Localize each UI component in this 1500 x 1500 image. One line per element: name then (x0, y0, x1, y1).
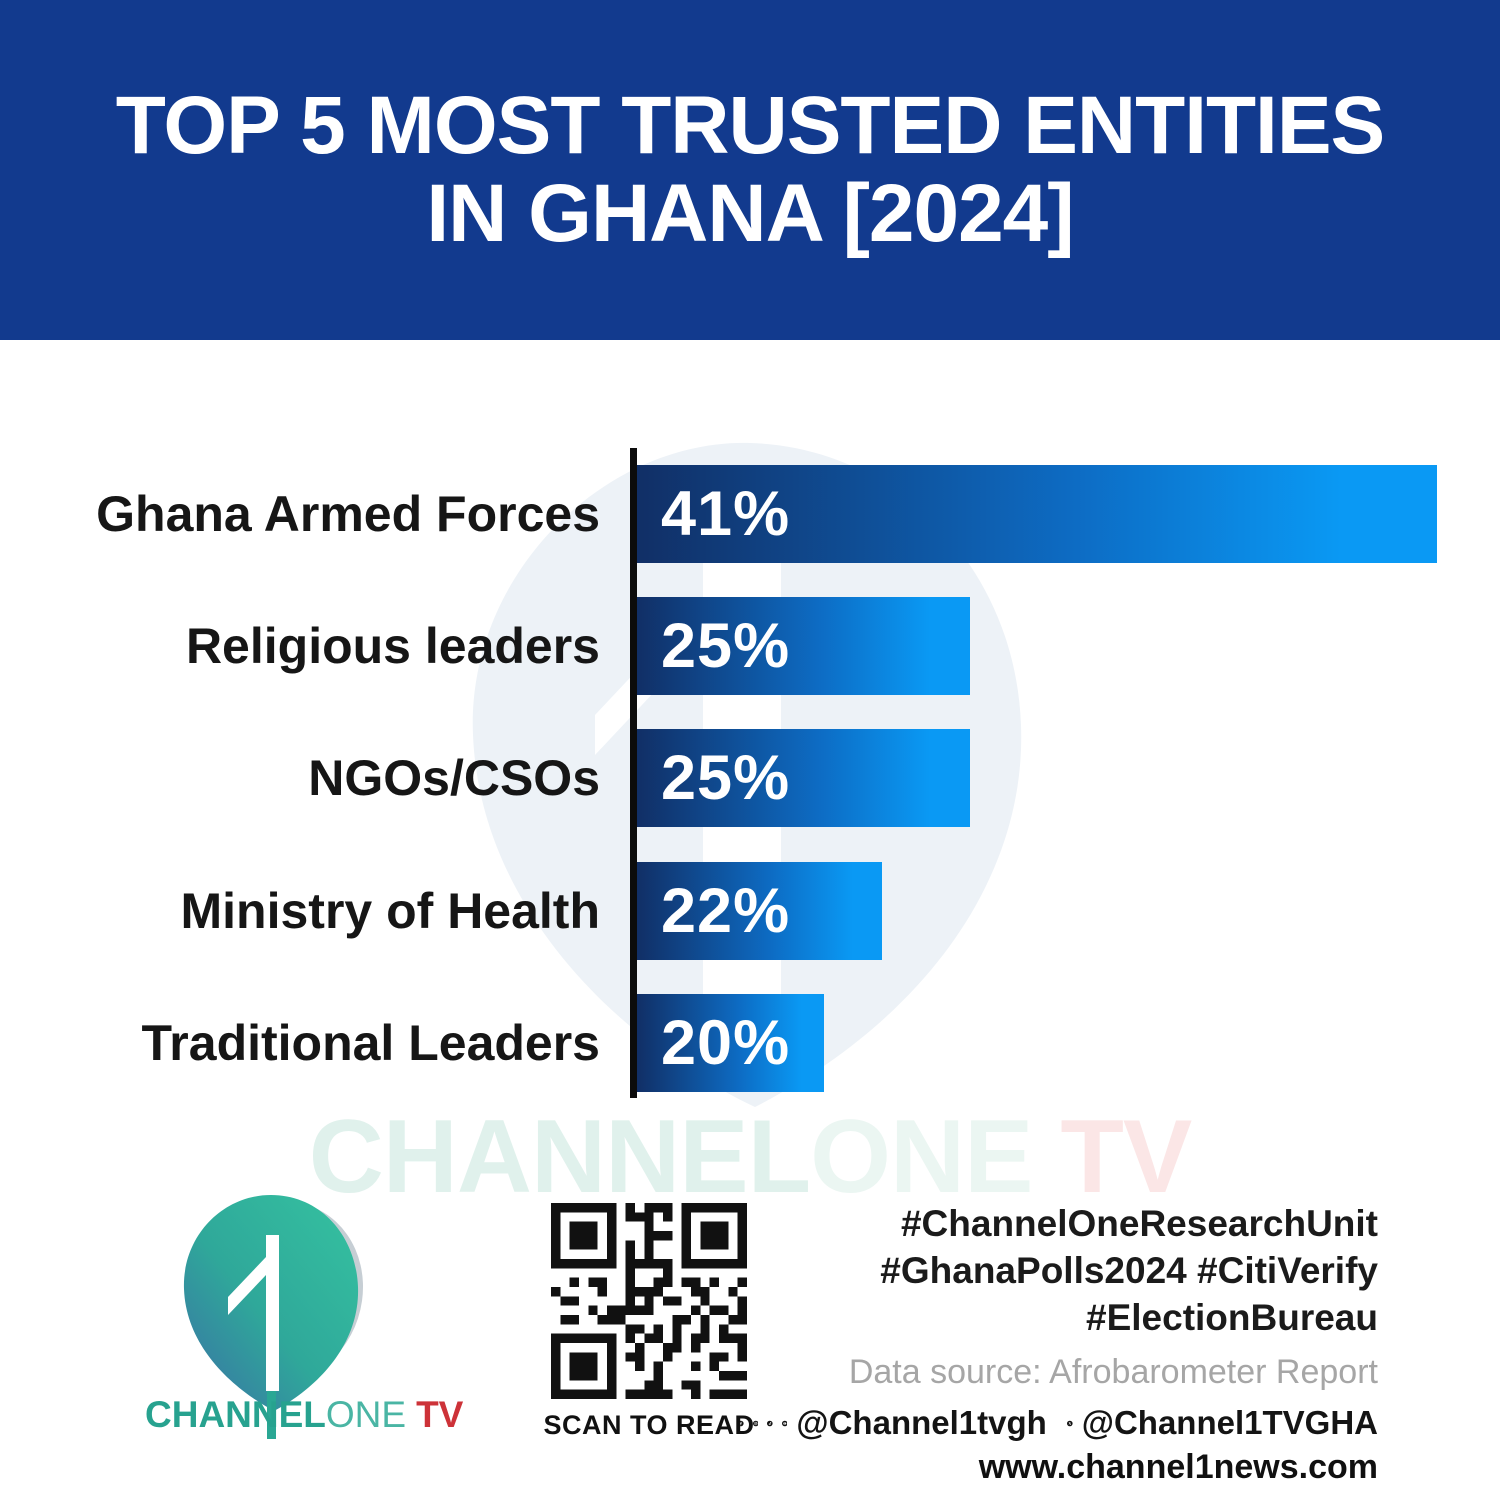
hashtags-line3: #ElectionBureau (1086, 1297, 1378, 1338)
hashtags-line2: #GhanaPolls2024 #CitiVerify (880, 1250, 1378, 1291)
bar-ministry-of-health: 22% (637, 862, 882, 960)
social-handle-main: @Channel1tvgh (796, 1404, 1047, 1441)
bar-value-label: 25% (661, 743, 791, 813)
bar-ghana-armed-forces: 41% (637, 465, 1437, 563)
footer-right-block: #ChannelOneResearchUnit #GhanaPolls2024 … (737, 1200, 1378, 1487)
channel-one-text-watermark: CHANNELONE TV (308, 1099, 1193, 1215)
social-handle-x: @Channel1TVGHA (1081, 1404, 1378, 1441)
x-twitter-icon (1067, 1420, 1073, 1426)
website-url: www.channel1news.com (978, 1448, 1378, 1486)
channel-one-logo-icon (183, 1195, 364, 1439)
bar-value-label: 20% (661, 1008, 791, 1078)
category-label: NGOs/CSOs (308, 750, 600, 806)
bar-value-label: 41% (661, 479, 791, 549)
category-label: Ghana Armed Forces (96, 486, 600, 542)
bar-traditional-leaders: 20% (637, 994, 824, 1092)
category-label: Traditional Leaders (141, 1015, 600, 1071)
youtube-icon (781, 1420, 788, 1426)
bar-ngos-csos: 25% (637, 729, 970, 827)
header-banner: TOP 5 MOST TRUSTED ENTITIES IN GHANA [20… (0, 0, 1500, 340)
chart-axis-line (630, 448, 637, 1098)
page-title-line1: TOP 5 MOST TRUSTED ENTITIES (115, 80, 1385, 171)
social-handles-row: @Channel1tvgh @Channel1TVGHA (737, 1404, 1378, 1442)
instagram-icon (752, 1420, 759, 1426)
facebook-icon (737, 1420, 744, 1426)
channel-one-logo-text: CHANNELONE TV (145, 1394, 464, 1435)
data-source-label: Data source: Afrobarometer Report (848, 1353, 1378, 1391)
bar-value-label: 25% (661, 611, 791, 681)
hashtags-line1: #ChannelOneResearchUnit (900, 1203, 1378, 1244)
qr-caption: SCAN TO READ (543, 1410, 755, 1440)
bar-religious-leaders: 25% (637, 597, 970, 695)
page-title-line2: IN GHANA [2024] (426, 168, 1074, 259)
tiktok-icon (767, 1420, 773, 1426)
bar-value-label: 22% (661, 876, 791, 946)
category-label: Religious leaders (185, 618, 600, 674)
category-label: Ministry of Health (180, 883, 600, 939)
qr-code (551, 1203, 747, 1399)
